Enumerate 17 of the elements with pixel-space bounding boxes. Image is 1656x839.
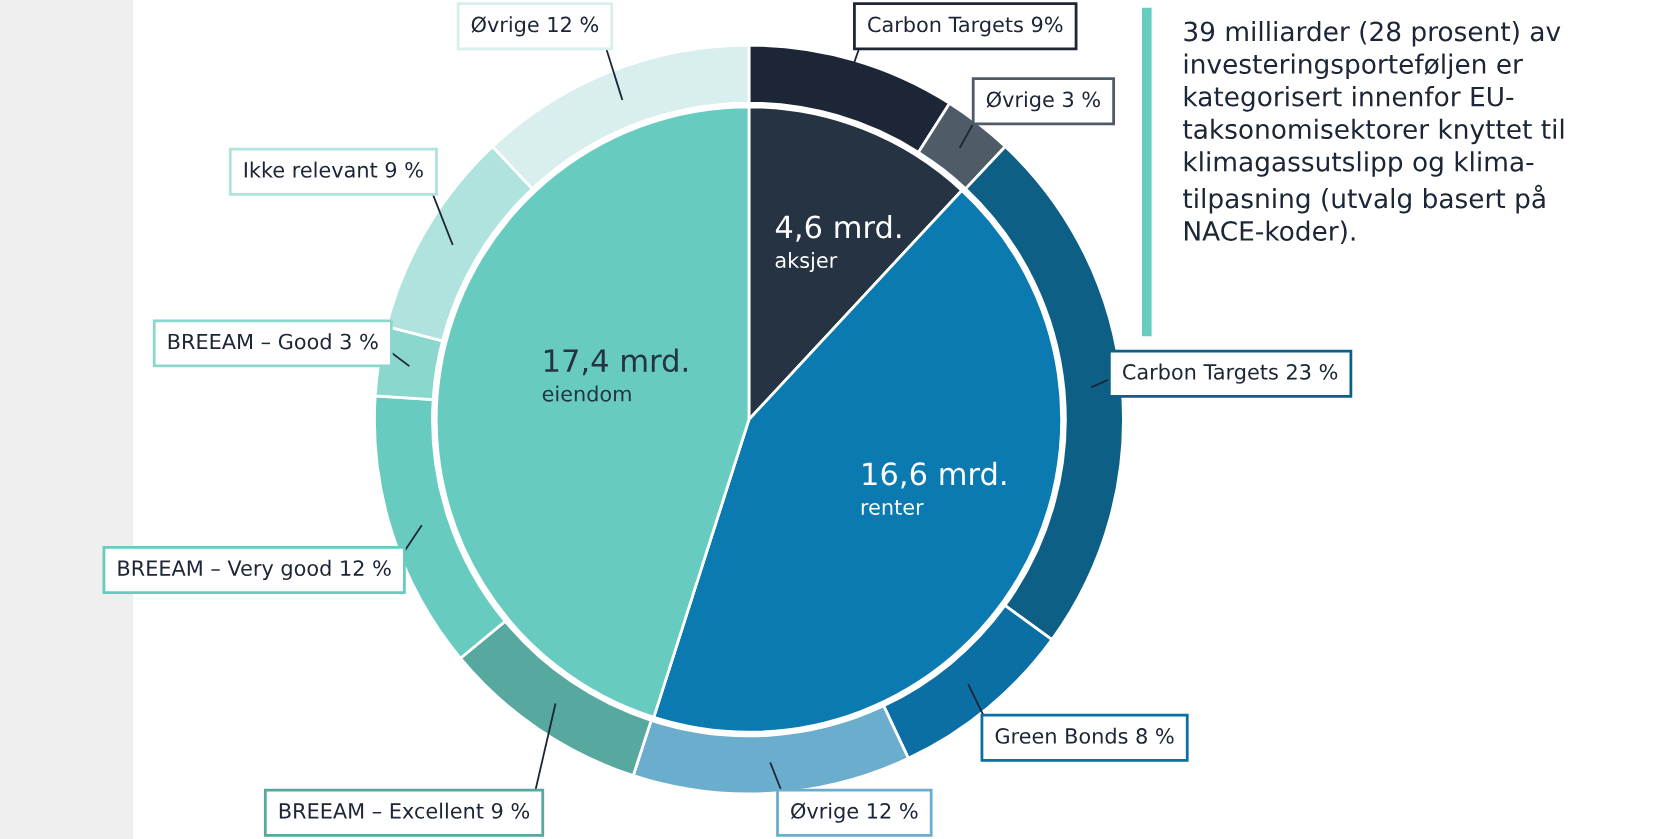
data-label: 4,6 mrd. (775, 214, 901, 242)
category-label: Øvrige 12 % (471, 16, 599, 37)
data-label: 17,4 mrd. (544, 348, 687, 376)
category-label: Øvrige 12 % (791, 802, 918, 823)
category-label: Carbon Targets 9% (868, 16, 1063, 37)
data-label: 16,6 mrd. (863, 461, 1006, 489)
category-label: Green Bonds 8 % (995, 727, 1174, 744)
category-label: BREEAM – Excellent 9 % (279, 802, 530, 819)
category-label: Carbon Targets 23 % (1123, 363, 1338, 384)
category-label: Øvrige 3 % (986, 91, 1100, 112)
text: 39 milliarder (28 prosent) av investeringsporteføljen er kategorisert innenfor EU- taksonomisektorer knyttet til klimagassutslipp og klima- tilpasning (utvalg basert på NACE-koder). (1183, 20, 1564, 245)
slice-label: renter (861, 500, 924, 515)
category-label: BREEAM – Very good 12 % (118, 559, 391, 581)
category-label: Ikke relevant 9 % (244, 161, 423, 178)
slice-label: eiendom (542, 385, 631, 402)
category-label: BREEAM – Good 3 % (168, 333, 378, 350)
slice-label: aksjer (775, 251, 838, 273)
